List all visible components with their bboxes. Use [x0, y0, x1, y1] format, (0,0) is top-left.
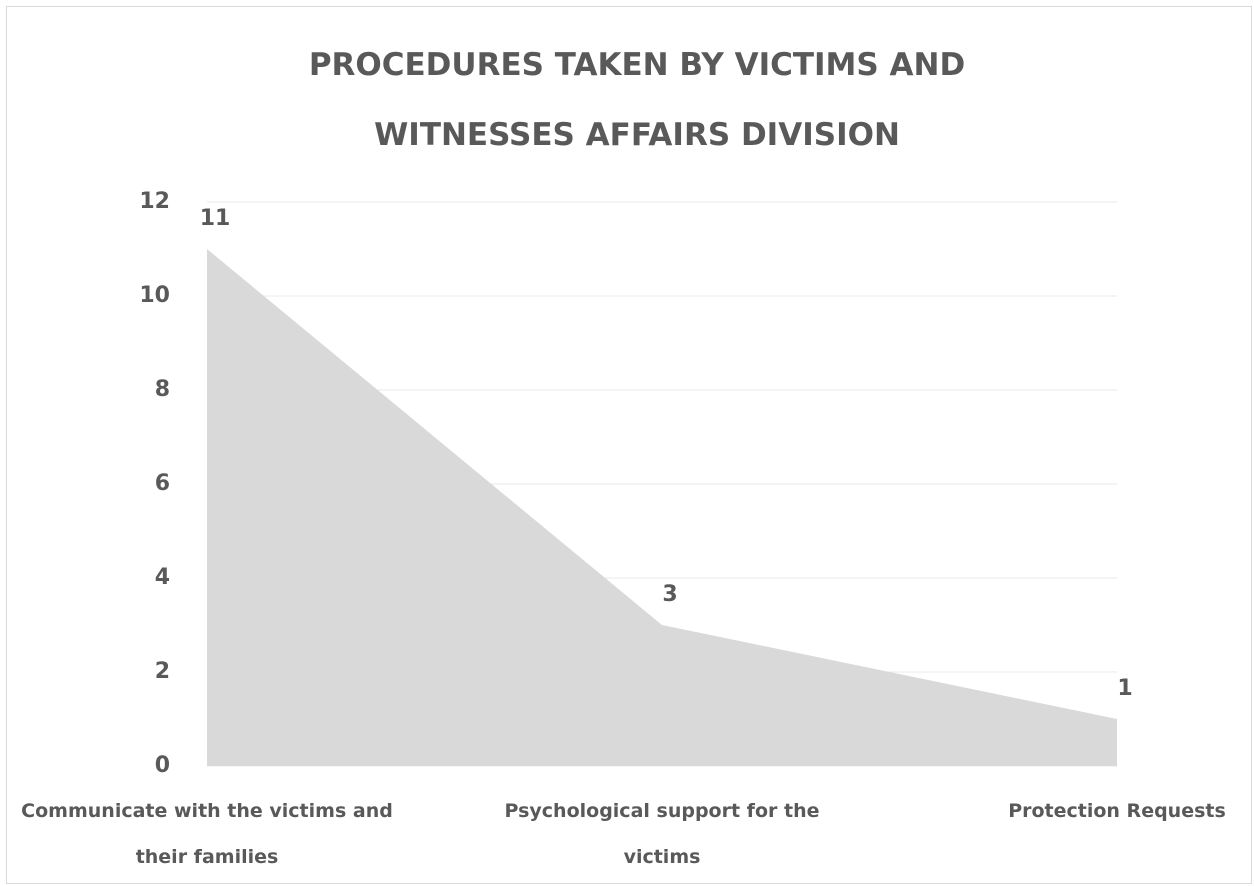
chart-frame — [6, 6, 1252, 884]
x-tick-label: Communicate with the victims and their f… — [21, 800, 393, 868]
y-tick-label: 2 — [155, 659, 170, 684]
x-tick-label: Psychological support for the victims — [504, 800, 820, 868]
y-tick-label: 12 — [139, 189, 170, 214]
y-tick-label: 6 — [155, 471, 170, 496]
data-label: 1 — [1117, 676, 1132, 701]
data-label: 11 — [200, 206, 231, 231]
x-tick-label: Protection Requests — [1008, 800, 1226, 822]
area — [207, 249, 1117, 766]
y-tick-label: 10 — [139, 283, 170, 308]
y-tick-label: 0 — [155, 753, 170, 778]
y-tick-label: 4 — [155, 565, 170, 590]
data-label: 3 — [662, 582, 677, 607]
chart-title: PROCEDURES TAKEN BY VICTIMS AND WITNESSE… — [308, 47, 966, 153]
y-tick-label: 8 — [155, 377, 170, 402]
